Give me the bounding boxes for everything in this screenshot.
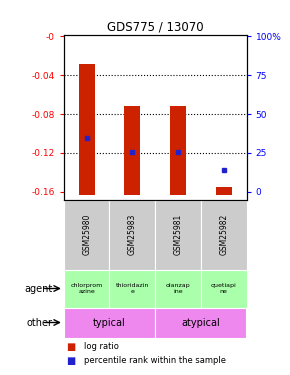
- Text: GSM25982: GSM25982: [219, 214, 228, 255]
- Bar: [155, 270, 201, 308]
- Text: log ratio: log ratio: [84, 342, 119, 351]
- Text: olanzap
ine: olanzap ine: [166, 283, 190, 294]
- Bar: [155, 308, 246, 338]
- Bar: [64, 308, 155, 338]
- Text: quetiapi
ne: quetiapi ne: [211, 283, 237, 294]
- Bar: [170, 106, 186, 195]
- Text: agent: agent: [24, 284, 52, 294]
- Bar: [64, 270, 110, 308]
- Text: chlorprom
azine: chlorprom azine: [70, 283, 103, 294]
- Bar: [201, 200, 246, 270]
- Bar: [79, 64, 95, 195]
- Text: GSM25983: GSM25983: [128, 214, 137, 255]
- Bar: [124, 106, 140, 195]
- Bar: [216, 187, 232, 195]
- Text: atypical: atypical: [182, 318, 220, 327]
- Text: thioridazin
e: thioridazin e: [116, 283, 149, 294]
- Bar: [64, 200, 110, 270]
- Text: other: other: [26, 318, 52, 327]
- Text: percentile rank within the sample: percentile rank within the sample: [84, 356, 226, 365]
- Bar: [201, 270, 246, 308]
- Bar: [110, 270, 155, 308]
- Text: ■: ■: [67, 342, 79, 352]
- Bar: [155, 200, 201, 270]
- Text: typical: typical: [93, 318, 126, 327]
- Text: GSM25980: GSM25980: [82, 214, 91, 255]
- Bar: [110, 200, 155, 270]
- Title: GDS775 / 13070: GDS775 / 13070: [107, 20, 204, 33]
- Text: ■: ■: [67, 356, 79, 366]
- Text: GSM25981: GSM25981: [173, 214, 182, 255]
